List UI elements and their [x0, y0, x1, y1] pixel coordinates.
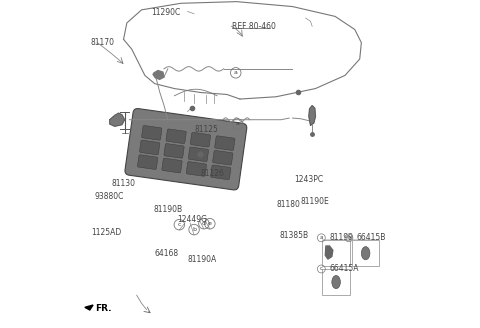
Text: 11290C: 11290C [152, 8, 180, 17]
FancyBboxPatch shape [166, 129, 186, 144]
Text: 66415B: 66415B [357, 233, 386, 242]
FancyBboxPatch shape [191, 133, 211, 147]
Text: 1125AD: 1125AD [91, 228, 121, 237]
FancyBboxPatch shape [137, 155, 158, 170]
Text: FR.: FR. [95, 304, 111, 314]
Text: b: b [192, 227, 196, 232]
Text: 81180: 81180 [276, 199, 300, 209]
FancyBboxPatch shape [322, 269, 350, 295]
Text: 12449G: 12449G [178, 215, 208, 224]
FancyBboxPatch shape [142, 126, 162, 140]
FancyBboxPatch shape [322, 240, 350, 266]
Ellipse shape [361, 247, 370, 260]
FancyBboxPatch shape [125, 109, 247, 190]
Text: a: a [236, 121, 240, 127]
Text: 1243PC: 1243PC [294, 175, 323, 184]
Text: 81385B: 81385B [279, 231, 309, 240]
Text: 81199: 81199 [330, 233, 354, 242]
FancyBboxPatch shape [140, 140, 160, 155]
Text: a: a [234, 70, 238, 75]
Polygon shape [153, 71, 164, 79]
Text: 81125: 81125 [194, 125, 218, 134]
Ellipse shape [332, 276, 340, 289]
Text: d: d [202, 221, 206, 226]
FancyBboxPatch shape [186, 162, 206, 176]
Text: c: c [320, 266, 323, 272]
Polygon shape [325, 246, 333, 259]
FancyBboxPatch shape [164, 144, 184, 158]
FancyBboxPatch shape [215, 136, 235, 151]
Text: a: a [320, 235, 323, 240]
Text: 93880C: 93880C [94, 192, 123, 201]
Text: 81190A: 81190A [188, 255, 217, 264]
Text: 81190B: 81190B [153, 205, 182, 215]
Polygon shape [85, 305, 93, 310]
FancyBboxPatch shape [188, 147, 208, 162]
Text: 81130: 81130 [111, 179, 135, 188]
Text: b: b [347, 235, 351, 240]
Text: 81126: 81126 [201, 169, 225, 178]
Polygon shape [309, 106, 315, 125]
Text: 81170: 81170 [91, 38, 115, 47]
FancyBboxPatch shape [351, 240, 379, 266]
Text: c: c [178, 222, 181, 227]
Polygon shape [110, 113, 124, 126]
Text: 81190E: 81190E [300, 197, 329, 206]
FancyBboxPatch shape [211, 165, 231, 180]
Text: 66415A: 66415A [330, 264, 359, 274]
Text: e: e [208, 221, 212, 226]
FancyBboxPatch shape [213, 151, 233, 165]
Text: REF 80-460: REF 80-460 [232, 22, 276, 31]
Text: 64168: 64168 [155, 249, 179, 258]
FancyBboxPatch shape [162, 158, 182, 173]
